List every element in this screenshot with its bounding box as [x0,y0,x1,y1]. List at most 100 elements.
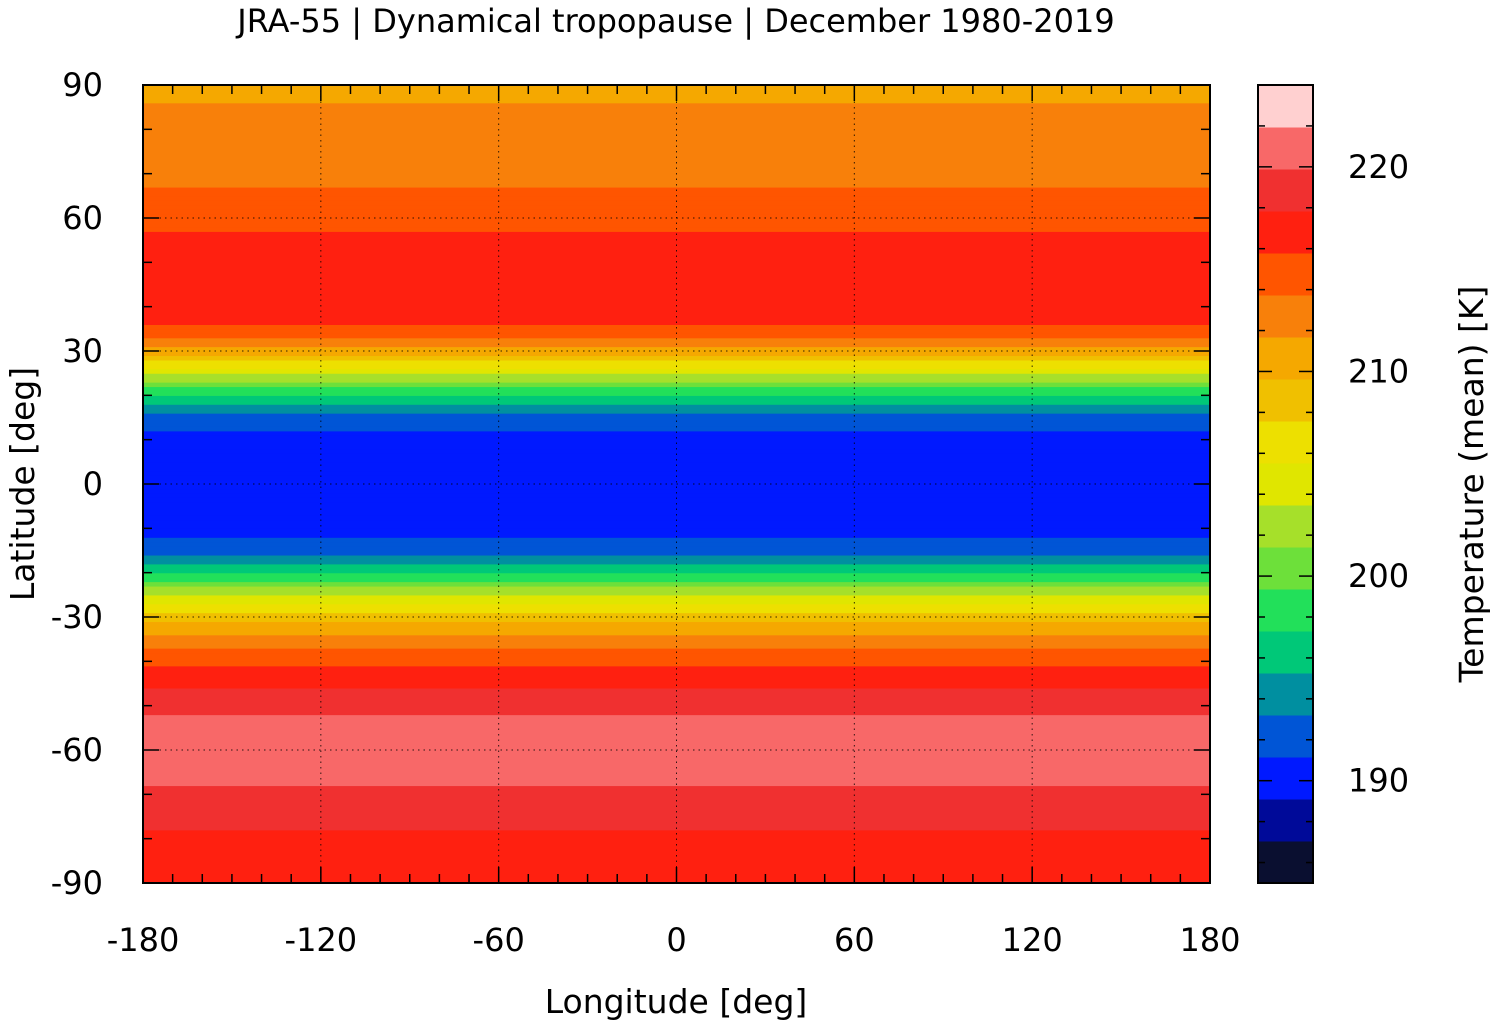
field-band [143,727,1210,733]
colorbar-swatch [1258,589,1313,632]
colorbar-swatch [1258,715,1313,758]
field-band [143,355,1210,361]
field-band [143,537,1210,543]
field-band [143,107,1210,113]
field-band [143,851,1210,857]
field-band [143,745,1210,751]
x-tick-label: 120 [1002,921,1063,959]
field-band [143,701,1210,707]
field-band [143,222,1210,228]
field-band [143,772,1210,778]
field-band [143,235,1210,241]
colorbar-tick-label: 220 [1348,148,1409,186]
field-band [143,129,1210,135]
field-band [143,541,1210,547]
colorbar-swatch [1258,379,1313,422]
x-tick-label: -120 [285,921,358,959]
field-band [143,736,1210,742]
colorbar-swatch [1258,799,1313,842]
field-band [143,333,1210,339]
field-band [143,581,1210,587]
field-band [143,838,1210,844]
field-band [143,240,1210,246]
field-band [143,546,1210,552]
field-band [143,257,1210,263]
field-band [143,860,1210,866]
y-tick-label: 90 [62,66,103,104]
field-band [143,164,1210,170]
field-band [143,559,1210,565]
field-band [143,373,1210,379]
field-band [143,834,1210,840]
y-tick-label: -60 [51,731,103,769]
field-band [143,404,1210,410]
field-band [143,218,1210,224]
colorbar-label: Temperature (mean) [K] [1452,286,1491,684]
field-band [143,829,1210,835]
grid-lines [143,85,1210,883]
field-band [143,399,1210,405]
field-band [143,311,1210,317]
field-band [143,147,1210,153]
y-axis-label: Latitude [deg] [3,367,42,601]
field-band [143,683,1210,689]
x-tick-label: 0 [666,921,686,959]
field-band [143,510,1210,516]
field-band [143,213,1210,219]
field-band [143,315,1210,321]
field-band [143,630,1210,636]
colorbar-swatch [1258,841,1313,884]
field-band [143,178,1210,184]
colorbar-swatch [1258,127,1313,170]
colorbar-swatch [1258,253,1313,296]
x-tick-label: 60 [834,921,875,959]
field-band [143,266,1210,272]
field-band [143,120,1210,126]
field-band [143,470,1210,476]
field-band [143,124,1210,130]
colorbar-tick-label: 210 [1348,352,1409,390]
field-band [143,280,1210,286]
field-band [143,142,1210,148]
field-band [143,785,1210,791]
field-band [143,417,1210,423]
field-band [143,288,1210,294]
field-band [143,155,1210,161]
field-band [143,532,1210,538]
field-band [143,634,1210,640]
field-band [143,807,1210,813]
field-band [143,151,1210,157]
colorbar: 190 200 210 220 [1257,84,1409,884]
field-band [143,679,1210,685]
field-band [143,816,1210,822]
field-band [143,515,1210,521]
field-band [143,794,1210,800]
field-band [143,603,1210,609]
colorbar-frame [1257,84,1314,884]
field-band [143,475,1210,481]
axes: -180 -120 -60 0 60 120 180 90 60 30 0 -30 -60 -90 [51,66,1241,959]
y-tick-label: -90 [51,864,103,902]
field-band [143,692,1210,698]
field-band [143,590,1210,596]
field-band [143,599,1210,605]
field-band [143,648,1210,654]
field-band [143,608,1210,614]
field-band [143,621,1210,627]
field-band [143,262,1210,268]
field-band [143,439,1210,445]
field-band [143,337,1210,343]
field-band [143,111,1210,117]
field-band [143,519,1210,525]
y-tick-label: 0 [83,465,103,503]
colorbar-swatch [1258,337,1313,380]
field-band [143,652,1210,658]
field-band [143,430,1210,436]
field-band [143,377,1210,383]
field-band [143,102,1210,108]
field-band [143,461,1210,467]
field-band [143,741,1210,747]
colorbar-tick-label: 200 [1348,557,1409,595]
field-band [143,723,1210,729]
colorbar-swatch [1258,505,1313,548]
